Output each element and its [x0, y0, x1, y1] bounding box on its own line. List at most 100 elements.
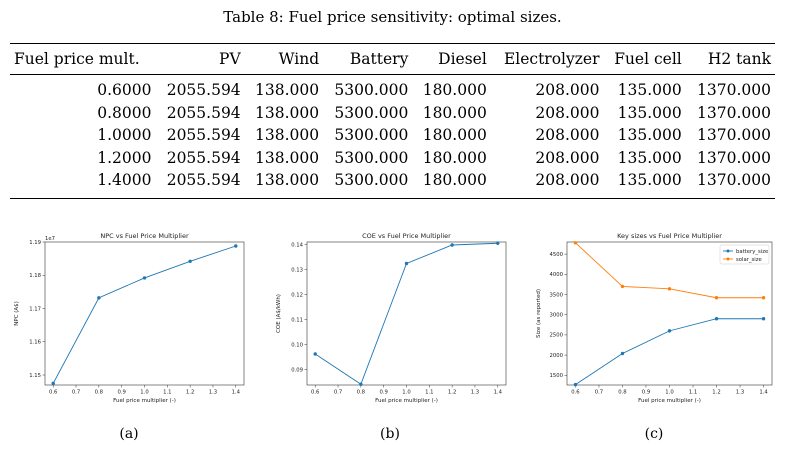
y-tick-label: 0.10 [291, 342, 303, 348]
y-axis-label: NPC (A$) [14, 301, 20, 326]
table-cell: 1370.000 [697, 126, 771, 145]
data-point [188, 259, 192, 263]
header-diesel: Diesel [412, 43, 491, 75]
data-point [404, 261, 409, 266]
x-tick-label: 1.2 [448, 390, 456, 396]
y-tick-label: 0.11 [291, 317, 303, 323]
data-point [761, 296, 766, 300]
table-caption: Table 8: Fuel price sensitivity: optimal… [223, 8, 562, 26]
y-axis-label: Size (as reported) [536, 289, 542, 338]
x-tick-label: 1.2 [712, 390, 720, 396]
table-cell: 5300.000 [334, 103, 409, 122]
sizes-chart: Key sizes vs Fuel Price Multiplier 0.6 0.7… [536, 232, 773, 404]
x-tick-label: 1.3 [736, 390, 744, 396]
y-tick-label: 3500 [550, 292, 564, 298]
y-tick-label: 1.15 [29, 373, 41, 379]
table-cell: 0.8000 [97, 103, 152, 122]
table-cell: 180.000 [412, 169, 491, 199]
table-cell: 138.000 [255, 126, 320, 145]
y-tick-label: 0.12 [291, 292, 303, 298]
legend-label: battery_size [736, 249, 768, 255]
coe-chart-panel: COE vs Fuel Price Multiplier 0.6 0.7 0.8 0.9… [270, 230, 512, 412]
x-tick-label: 0.9 [379, 390, 387, 396]
data-point [667, 287, 672, 291]
table-cell: 135.000 [617, 148, 682, 167]
table-cell: 2055.594 [166, 103, 241, 122]
table-cell: 2055.594 [166, 81, 241, 100]
y-tick-label: 1.19 [29, 240, 41, 246]
legend-marker [726, 257, 730, 261]
table-row: 1.4000 2055.594 138.000 5300.000 180.000… [10, 169, 775, 199]
x-tick-label: 0.7 [595, 390, 603, 396]
table-cell: 1.0000 [97, 126, 152, 145]
series-line [52, 245, 236, 384]
table-row: 0.8000 2055.594 138.000 5300.000 180.000… [10, 102, 775, 125]
x-tick-label: 0.6 [49, 390, 58, 396]
table-row: 0.6000 2055.594 138.000 5300.000 180.000… [10, 75, 775, 102]
y-tick-label: 0.09 [291, 367, 303, 373]
header-battery: Battery [323, 43, 413, 75]
chart-title: NPC vs Fuel Price Multiplier [100, 232, 189, 240]
x-axis-label: Fuel price multiplier (-) [638, 398, 701, 404]
x-tick-label: 0.8 [357, 390, 366, 396]
data-point [620, 351, 625, 356]
table-cell: 138.000 [255, 148, 320, 167]
data-point [714, 317, 719, 321]
data-point [97, 296, 101, 300]
table-cell: 135.000 [617, 81, 682, 100]
x-tick-label: 0.6 [311, 390, 320, 396]
chart-title: Key sizes vs Fuel Price Multiplier [617, 232, 722, 240]
header-pv: PV [155, 43, 245, 75]
x-tick-label: 0.7 [334, 390, 342, 396]
y-tick-label: 3000 [550, 313, 564, 319]
table-row: 1.0000 2055.594 138.000 5300.000 180.000… [10, 124, 775, 147]
x-tick-label: 0.8 [95, 390, 104, 396]
x-tick-label: 1.3 [471, 390, 479, 396]
data-point [359, 382, 363, 386]
x-tick-label: 0.9 [642, 390, 650, 396]
header-fuel-price-mult: Fuel price mult. [10, 43, 156, 75]
coe-chart: COE vs Fuel Price Multiplier 0.6 0.7 0.8 0.9… [276, 232, 507, 404]
x-axis-label: Fuel price multiplier (-) [375, 398, 438, 404]
y-tick-label: 2500 [550, 333, 564, 339]
y-tick-label: 0.14 [291, 242, 303, 248]
table-cell: 2055.594 [166, 148, 241, 167]
data-point [234, 244, 238, 248]
table-cell: 1370.000 [697, 81, 771, 100]
table-cell: 138.000 [255, 81, 320, 100]
y-tick-label: 1.16 [29, 340, 41, 346]
data-point [667, 329, 672, 333]
table-cell: 208.000 [535, 148, 600, 167]
table-cell: 180.000 [422, 103, 487, 122]
table-cell: 180.000 [422, 81, 487, 100]
table-cell: 208.000 [535, 81, 600, 100]
table-cell: 135.000 [617, 126, 682, 145]
table-cell: 135.000 [603, 169, 686, 199]
table-cell: 5300.000 [323, 169, 413, 199]
y-tick-label: 0.13 [291, 267, 303, 273]
data-point [761, 317, 766, 321]
x-tick-label: 1.1 [689, 390, 697, 396]
table-row: 1.2000 2055.594 138.000 5300.000 180.000… [10, 147, 775, 170]
table-cell: 5300.000 [334, 148, 409, 167]
x-tick-label: 0.9 [117, 390, 125, 396]
table-cell: 5300.000 [334, 126, 409, 145]
sizes-table: Fuel price mult. PV Wind Battery Diesel … [10, 43, 775, 199]
table-cell: 1370.000 [685, 169, 775, 199]
x-tick-label: 1.0 [140, 390, 149, 396]
table-cell: 5300.000 [334, 81, 409, 100]
data-point [573, 382, 578, 387]
x-tick-label: 1.2 [186, 390, 194, 396]
table-cell: 2055.594 [166, 126, 241, 145]
y-tick-label: 1500 [550, 373, 564, 379]
x-tick-label: 0.8 [618, 390, 627, 396]
header-wind: Wind [244, 43, 324, 75]
table-cell: 138.000 [255, 103, 320, 122]
y-axis-label: COE (A$/kWh) [276, 294, 282, 333]
series-line [575, 318, 764, 385]
data-point [714, 296, 719, 300]
table-cell: 0.6000 [97, 81, 152, 100]
y-tick-label: 4500 [550, 252, 564, 258]
table-cell: 135.000 [617, 103, 682, 122]
